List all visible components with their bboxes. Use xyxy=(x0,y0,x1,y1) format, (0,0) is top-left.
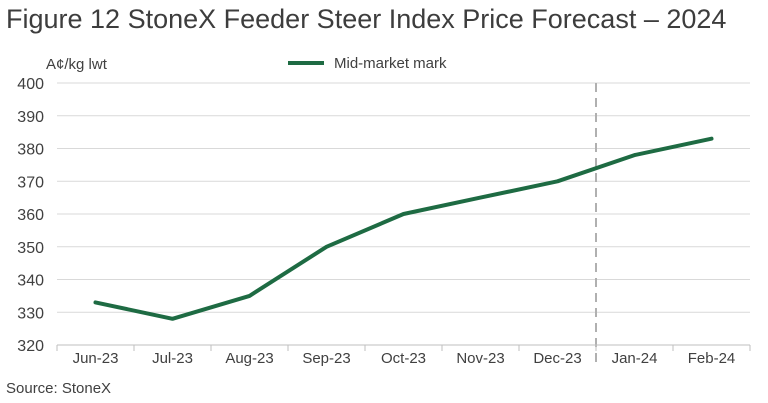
series xyxy=(93,136,714,321)
y-tick-label: 370 xyxy=(17,174,44,191)
x-tick-label: Nov-23 xyxy=(456,350,504,367)
y-tick-label: 400 xyxy=(17,76,44,93)
x-tick-label: Jun-23 xyxy=(73,350,119,367)
y-tick-label: 330 xyxy=(17,305,44,322)
legend: Mid-market mark xyxy=(288,55,447,72)
series-line xyxy=(93,136,714,321)
y-tick-label: 340 xyxy=(17,273,44,290)
axes: 320 330 340 350 360 370 380 390 400 Jun-23 Jul-23 A… xyxy=(17,76,751,367)
x-tick-label: Jul-23 xyxy=(152,350,193,367)
gridlines xyxy=(57,82,750,367)
line-chart: 320 330 340 350 360 370 380 390 400 Jun-23 Jul-23 A… xyxy=(17,55,751,367)
x-tick-label: Jan-24 xyxy=(612,350,658,367)
y-tick-label: 320 xyxy=(17,338,44,355)
x-tick-label: Aug-23 xyxy=(225,350,273,367)
y-tick-label: 390 xyxy=(17,109,44,126)
source-note: Source: StoneX xyxy=(6,380,112,397)
y-tick-label: 380 xyxy=(17,142,44,159)
chart-title: Figure 12 StoneX Feeder Steer Index Pric… xyxy=(6,4,727,34)
x-tick-label: Sep-23 xyxy=(302,350,350,367)
x-tick-label: Oct-23 xyxy=(381,350,426,367)
y-tick-label: 360 xyxy=(17,207,44,224)
y-tick-label: 350 xyxy=(17,240,44,257)
legend-label: Mid-market mark xyxy=(334,55,447,72)
x-tick-label: Feb-24 xyxy=(688,350,736,367)
x-tick-label: Dec-23 xyxy=(533,350,581,367)
y-axis-label: A¢/kg lwt xyxy=(46,56,108,73)
